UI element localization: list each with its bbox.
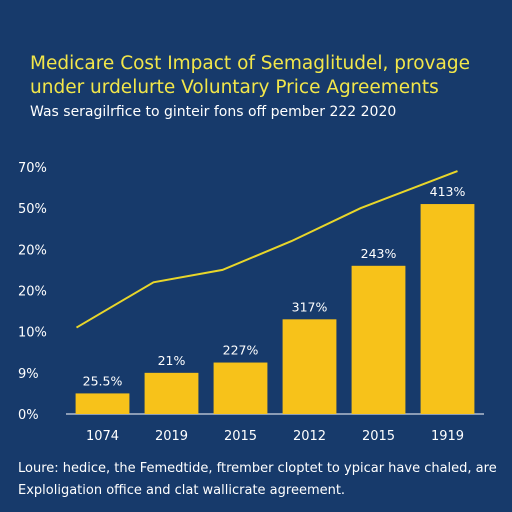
bar	[351, 265, 406, 414]
bar	[75, 393, 130, 414]
x-tick-label: 1074	[86, 429, 119, 444]
y-tick-label: 0%	[18, 408, 39, 423]
bar-data-label: 227%	[223, 343, 259, 358]
data-labels: 25.5% 21% 227% 317% 243% 413%	[83, 184, 466, 388]
bar-series	[75, 204, 475, 414]
chart-subtitle: Was seragilrfice to ginteir fons off pem…	[30, 104, 397, 120]
x-tick-label: 2015	[362, 429, 395, 444]
bar-data-label: 25.5%	[83, 373, 123, 388]
chart-title: Medicare Cost Impact of Semaglitudel, pr…	[30, 53, 470, 98]
bar-data-label: 243%	[361, 246, 397, 261]
bar	[144, 372, 199, 414]
bar-data-label: 413%	[430, 184, 466, 199]
y-tick-label: 10%	[18, 326, 47, 341]
bar	[282, 319, 337, 414]
bar-data-label: 317%	[292, 299, 328, 314]
y-tick-label: 9%	[18, 367, 39, 382]
source-note: Loure: hedice, the Femedtide, ftrember c…	[18, 461, 497, 498]
y-tick-label: 50%	[18, 202, 47, 217]
y-tick-label: 20%	[18, 243, 47, 258]
bar	[213, 362, 268, 414]
bar-data-label: 21%	[158, 353, 186, 368]
chart-axes: 0% 9% 10% 20% 20% 50% 70% 1074 2019 2015 2012 2015 1…	[18, 161, 484, 444]
y-tick-label: 70%	[18, 161, 47, 176]
x-tick-label: 2015	[224, 429, 257, 444]
x-tick-label: 2019	[155, 429, 188, 444]
x-tick-label: 1919	[431, 429, 464, 444]
y-tick-label: 20%	[18, 285, 47, 300]
trend-line-series	[75, 170, 458, 329]
bar	[420, 204, 475, 414]
x-tick-label: 2012	[293, 429, 326, 444]
trend-line	[75, 170, 458, 329]
